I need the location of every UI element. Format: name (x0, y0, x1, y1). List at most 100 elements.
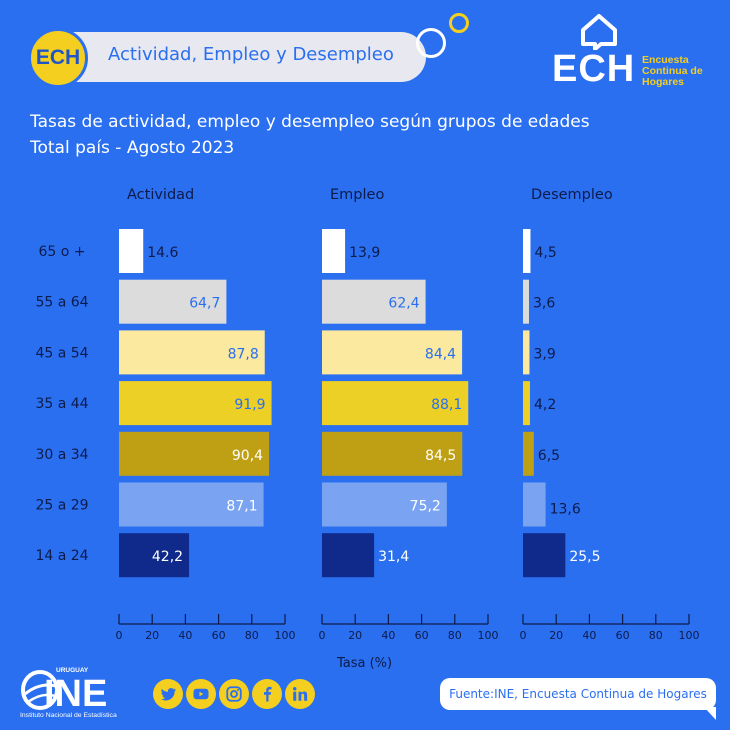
bar (322, 229, 346, 273)
series-header: Actividad (127, 187, 194, 203)
chart-title: Tasas de actividad, empleo y desempleo s… (30, 112, 590, 132)
data-label: 91,9 (234, 397, 265, 413)
data-label: 31,4 (378, 549, 409, 565)
category-label: 35 a 44 (35, 396, 88, 412)
header-pill (30, 32, 426, 82)
category-label: 45 a 54 (35, 345, 88, 361)
category-label: 14 a 24 (35, 548, 88, 564)
series-header: Desempleo (531, 187, 613, 203)
x-axis-label-wrap: Tasa (%) (0, 652, 730, 671)
x-tick-label: 40 (582, 629, 596, 642)
x-tick-label: 20 (348, 629, 362, 642)
x-tick-label: 20 (549, 629, 563, 642)
ine-logo: INE URUGUAY Instituto Nacional de Estadí… (20, 667, 117, 719)
data-label: 87,1 (226, 499, 257, 515)
bar (523, 533, 566, 578)
youtube-icon[interactable] (186, 679, 216, 709)
x-tick-label: 100 (478, 629, 499, 642)
x-tick-label: 0 (116, 629, 123, 642)
bar (119, 482, 264, 527)
data-label: 13,9 (349, 245, 380, 261)
chart-subtitle: Total país - Agosto 2023 (30, 138, 235, 158)
brand-ech-text: ECH (552, 48, 636, 90)
bar (523, 229, 531, 273)
x-tick-label: 60 (212, 629, 226, 642)
bar (119, 279, 227, 324)
bar (523, 330, 530, 375)
data-label: 64,7 (189, 296, 220, 312)
category-label: 65 o + (38, 244, 85, 260)
data-label: 62,4 (388, 296, 419, 312)
ech-badge-text: ECH (35, 46, 81, 69)
bar (523, 482, 546, 527)
data-label: 4,2 (534, 397, 556, 413)
bar (322, 533, 375, 578)
ech-brand-logo: ECH Encuesta Continua de Hogares (552, 12, 722, 92)
x-axis-label: Tasa (%) (336, 656, 393, 671)
instagram-icon[interactable] (219, 679, 249, 709)
bar (322, 381, 469, 426)
bar (322, 431, 463, 476)
x-tick-label: 80 (245, 629, 259, 642)
x-tick-label: 0 (520, 629, 527, 642)
category-label: 25 a 29 (35, 498, 88, 514)
source-box: Fuente:INE, Encuesta Continua de Hogares (440, 678, 716, 710)
data-label: 84,4 (425, 346, 456, 362)
data-label: 84,5 (425, 448, 456, 464)
data-label: 25,5 (569, 549, 600, 565)
ine-country: URUGUAY (56, 667, 89, 674)
facebook-icon[interactable] (252, 679, 282, 709)
data-label: 14.6 (147, 245, 178, 261)
source-text: Fuente:INE, Encuesta Continua de Hogares (449, 687, 707, 701)
data-label: 4,5 (534, 245, 556, 261)
data-label: 3,9 (533, 346, 555, 362)
bar (523, 381, 530, 426)
x-tick-label: 20 (145, 629, 159, 642)
data-label: 75,2 (410, 499, 441, 515)
x-tick-label: 80 (448, 629, 462, 642)
category-label: 30 a 34 (35, 447, 88, 463)
deco-ring-large (416, 28, 446, 58)
series-header: Empleo (330, 187, 384, 203)
x-tick-label: 80 (649, 629, 663, 642)
twitter-icon[interactable] (153, 679, 183, 709)
x-tick-label: 100 (679, 629, 700, 642)
category-label: 55 a 64 (35, 295, 88, 311)
data-label: 13,6 (550, 502, 581, 518)
brand-sub-line1: Encuesta (642, 54, 689, 66)
x-tick-label: 60 (616, 629, 630, 642)
ech-badge: ECH (28, 28, 88, 88)
deco-ring-small (449, 13, 469, 33)
data-label: 6,5 (538, 448, 560, 464)
data-label: 88,1 (431, 397, 462, 413)
linkedin-icon[interactable] (285, 679, 315, 709)
x-tick-label: 40 (381, 629, 395, 642)
data-label: 90,4 (232, 448, 263, 464)
brand-sub-line3: Hogares (642, 76, 685, 88)
bar (523, 431, 534, 476)
data-label: 87,8 (228, 346, 259, 362)
x-tick-label: 60 (415, 629, 429, 642)
data-label: 3,6 (533, 296, 555, 312)
bar (119, 431, 270, 476)
brand-subtitle: Encuesta Continua de Hogares (642, 55, 722, 88)
x-tick-label: 40 (178, 629, 192, 642)
x-tick-label: 100 (275, 629, 296, 642)
x-tick-label: 0 (319, 629, 326, 642)
bar (119, 330, 265, 375)
source-box-tail (704, 707, 716, 720)
bar (322, 482, 447, 527)
bar (119, 381, 272, 426)
data-label: 42,2 (152, 549, 183, 565)
header-title: Actividad, Empleo y Desempleo (108, 44, 394, 65)
brand-sub-line2: Continua de (642, 65, 703, 77)
house-icon (581, 14, 617, 50)
ine-logo-text: INE (44, 673, 107, 715)
bar (119, 229, 144, 273)
bar (119, 533, 190, 578)
bar (523, 279, 529, 324)
bar (322, 279, 426, 324)
bar (322, 330, 463, 375)
ine-name: Instituto Nacional de Estadística (20, 712, 117, 719)
